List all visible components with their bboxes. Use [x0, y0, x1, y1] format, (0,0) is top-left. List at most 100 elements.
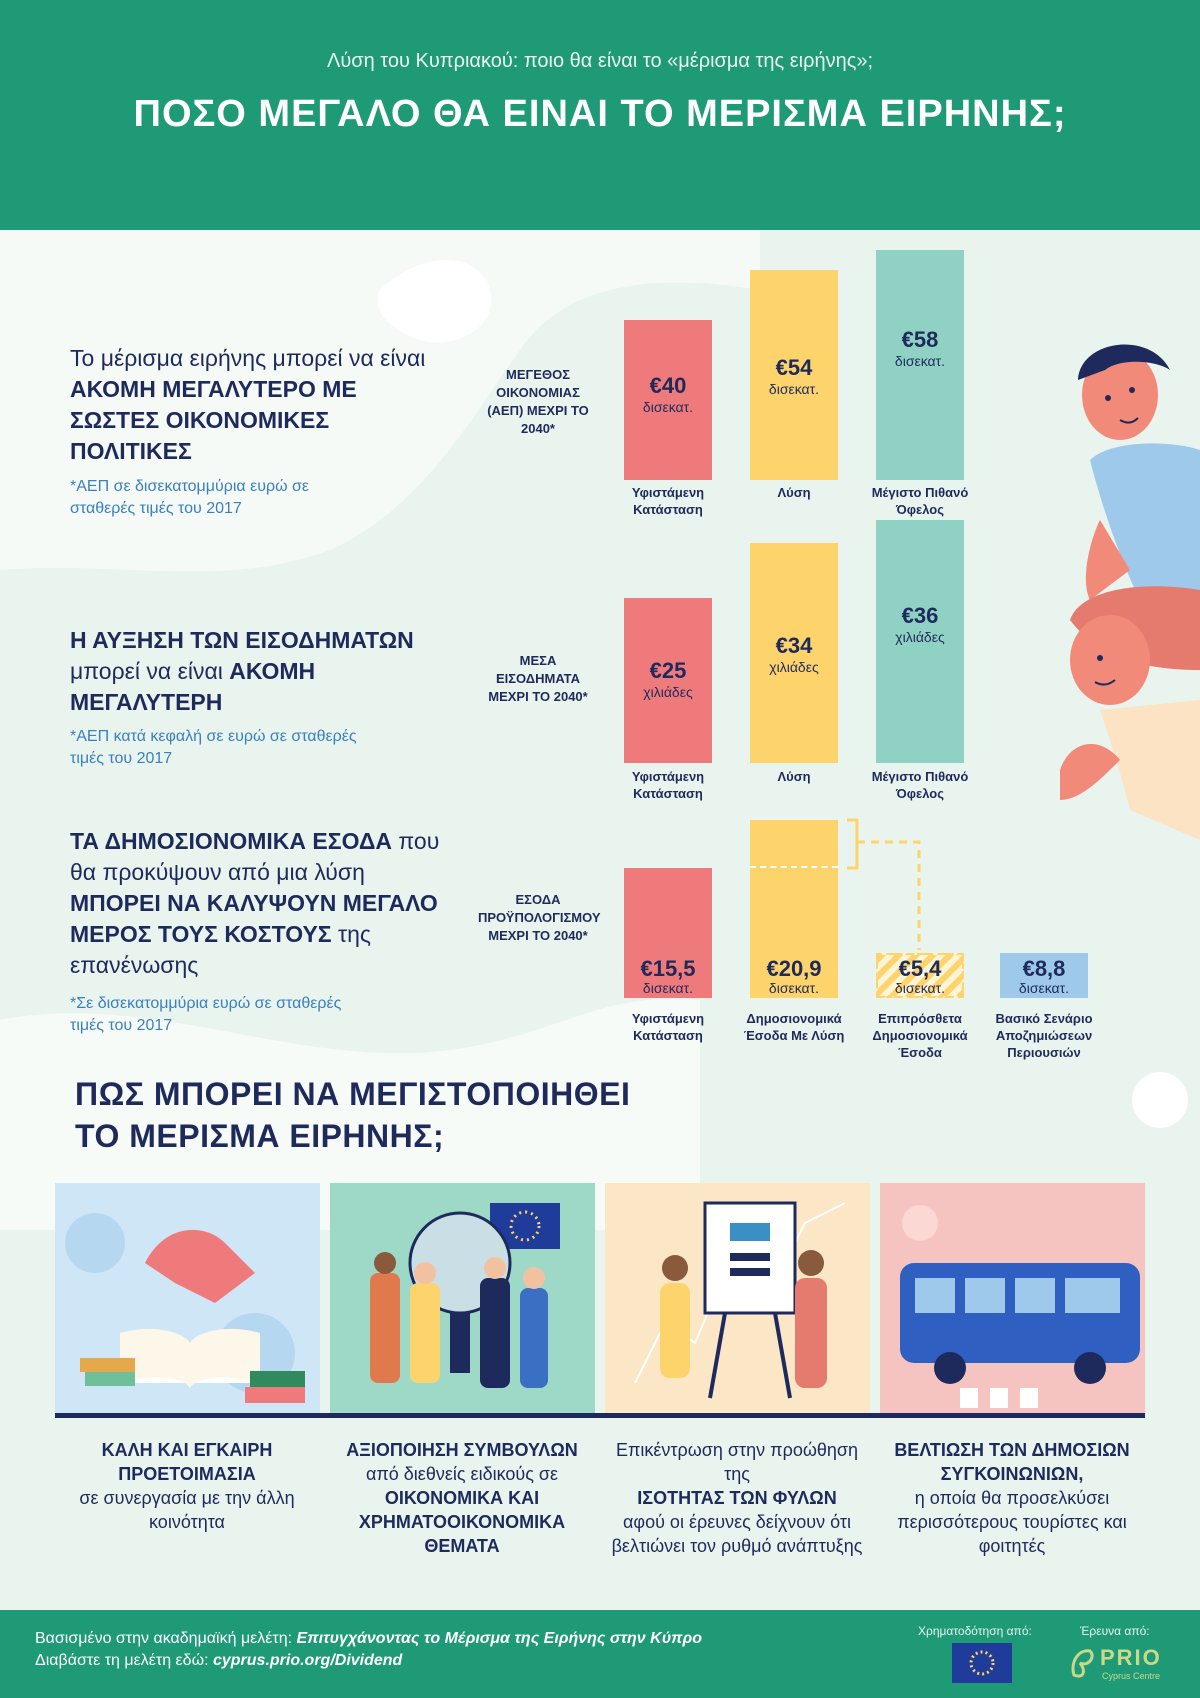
presentation-board-icon [634, 1201, 846, 1399]
section1-bar-solution-unit: δισεκατ. [768, 381, 820, 397]
how-item-preparation-text: σε συνεργασία με την άλλη κοινότητα [79, 1488, 295, 1532]
section2-bar-solution-caption: Λύση [777, 769, 811, 784]
eu-flag-logo [952, 1643, 1012, 1683]
section2-text-bold1: Η ΑΥΞΗΣΗ ΤΩΝ ΕΙΣΟΔΗΜΑΤΩΝ [70, 627, 414, 653]
how-item-gender-text2: αφού οι έρευνες δείχνουν ότι βελτιώνει τ… [611, 1512, 863, 1556]
section3-bar-current-unit: δισεκατ. [642, 980, 694, 996]
people-illustration [1060, 344, 1200, 840]
section1-text-pre: Το μέρισμα ειρήνης μπορεί να είναι [70, 345, 426, 371]
how-item-transport-bold: ΒΕΛΤΙΩΣΗ ΤΩΝ ΔΗΜΟΣΙΩΝ ΣΥΓΚΟΙΝΩΝΙΩΝ, [894, 1440, 1130, 1484]
section2-bar-solution-value: €34 [775, 633, 813, 658]
bus-icon [900, 1205, 1140, 1408]
section1-bar-solution-caption: Λύση [777, 485, 811, 500]
how-item-preparation: ΚΑΛΗ ΚΑΙ ΕΓΚΑΙΡΗ ΠΡΟΕΤΟΙΜΑΣΙΑ σε συνεργα… [57, 1438, 317, 1534]
prio-logo-text: PRIO [1100, 1645, 1162, 1670]
section3-text-bold2: ΜΠΟΡΕΙ ΝΑ ΚΑΛΥΨΟΥΝ ΜΕΓΑΛΟ ΜΕΡΟΣ ΤΟΥΣ ΚΟΣ… [70, 890, 438, 947]
section3-text: ΤΑ ΔΗΜΟΣΙΟΝΟΜΙΚΑ ΕΣΟΔΑ που θα προκύψουν … [70, 826, 455, 981]
panels-baseline [55, 1413, 1145, 1418]
section3-bar-solution-value: €20,9 [766, 956, 822, 981]
section1-bar-solution-value: €54 [775, 355, 813, 380]
footer-read-label: Διαβάστε τη μελέτη εδώ: [35, 1652, 209, 1669]
footer-based-on: Βασισμένο στην ακαδημαϊκή μελέτη: Επιτυγ… [35, 1630, 702, 1648]
section3-bar-compensation-unit: δισεκατ. [1018, 980, 1070, 996]
footer-study-title[interactable]: Επιτυγχάνοντας το Μέρισμα της Ειρήνης στ… [296, 1630, 703, 1647]
how-item-preparation-bold: ΚΑΛΗ ΚΑΙ ΕΓΚΑΙΡΗ ΠΡΟΕΤΟΙΜΑΣΙΑ [101, 1440, 273, 1484]
section1-bar-current-value: €40 [649, 373, 687, 398]
prio-logo-sub: Cyprus Centre [1102, 1671, 1161, 1681]
footer-based-on-label: Βασισμένο στην ακαδημαϊκή μελέτη: [35, 1630, 293, 1647]
how-item-gender: Επικέντρωση στην προώθηση της ΙΣΟΤΗΤΑΣ Τ… [607, 1438, 867, 1558]
section3-text-bold1: ΤΑ ΔΗΜΟΣΙΟΝΟΜΙΚΑ ΕΣΟΔΑ [70, 828, 392, 854]
section1-bar-current [624, 320, 712, 480]
section2-bar-max [876, 520, 964, 763]
section2-bar-max-caption: Μέγιστο Πιθανό Όφελος [871, 769, 969, 801]
section2-bar-max-value: €36 [901, 603, 939, 628]
section1-bar-max-value: €58 [901, 327, 939, 352]
section2-bar-solution-unit: χιλιάδες [769, 659, 819, 675]
section3-bar-additional [876, 953, 964, 998]
section3-bar-compensation-value: €8,8 [1022, 956, 1066, 981]
section1-bar-max-caption: Μέγιστο Πιθανό Όφελος [871, 485, 969, 517]
section2-bar-current [624, 598, 712, 763]
section3-text-mid: που θα προκύψουν από μια λύση [70, 828, 440, 885]
section2-row-label: ΜΕΣΑ ΕΙΣΟΔΗΜΑΤΑ ΜΕΧΡΙ ΤΟ 2040* [488, 653, 588, 704]
section3-bar-solution-unit: δισεκατ. [768, 980, 820, 996]
panel-advisors [330, 1183, 595, 1413]
panel-transport [880, 1183, 1145, 1413]
panel-preparation [55, 1183, 320, 1413]
section2-bar-solution [750, 543, 838, 763]
section1-bar-current-unit: δισεκατ. [642, 399, 694, 415]
section3-bar-compensation [1000, 953, 1088, 998]
header-banner [0, 0, 1200, 230]
section3-connector [847, 818, 921, 950]
section3-note: *Σε δισεκατομμύρια ευρώ σε σταθερές τιμέ… [70, 995, 342, 1034]
section1-text: Το μέρισμα ειρήνης μπορεί να είναι ΑΚΟΜΗ… [70, 343, 450, 467]
how-item-gender-text: Επικέντρωση στην προώθηση της [615, 1440, 859, 1484]
section2-text-bold2: ΑΚΟΜΗ ΜΕΓΑΛΥΤΕΡΗ [70, 658, 316, 715]
section1-text-bold: ΑΚΟΜΗ ΜΕΓΑΛΥΤΕΡΟ ΜΕ ΣΩΣΤΕΣ ΟΙΚΟΝΟΜΙΚΕΣ Π… [70, 376, 357, 464]
section2-bar-current-unit: χιλιάδες [643, 684, 693, 700]
section3-bar-solution-caption: Δημοσιονομικά Έσοδα Με Λύση [743, 1011, 845, 1043]
page-subtitle: Λύση του Κυπριακού: ποιο θα είναι το «μέ… [326, 50, 874, 72]
footer-funded-by: Χρηματοδότηση από: [918, 1624, 1032, 1638]
section1-bar-solution [750, 270, 838, 480]
prio-logo-mark [1068, 1643, 1098, 1683]
how-item-gender-bold: ΙΣΟΤΗΤΑΣ ΤΩΝ ΦΥΛΩΝ [637, 1488, 837, 1508]
section3-text-post: της επανένωσης [70, 921, 371, 978]
handshake-book-icon [65, 1213, 305, 1403]
section2-bar-current-value: €25 [649, 658, 687, 683]
section2-bar-current-caption: Υφιστάμενη Κατάσταση [631, 769, 705, 801]
section3-bar-current-value: €15,5 [640, 956, 696, 981]
advisors-globe-icon [370, 1203, 560, 1388]
section1-bar-current-caption: Υφιστάμενη Κατάσταση [631, 485, 705, 517]
how-item-advisors-text: από διεθνείς ειδικούς σε [365, 1464, 559, 1484]
footer-research-by: Έρευνα από: [1080, 1624, 1150, 1638]
section3-bar-additional-caption: Επιπρόσθετα Δημοσιονομικά Έσοδα [872, 1011, 968, 1060]
section1-row-label: ΜΕΓΕΘΟΣ ΟΙΚΟΝΟΜΙΑΣ (ΑΕΠ) ΜΕΧΡΙ ΤΟ 2040* [487, 367, 589, 436]
section2-note: *ΑΕΠ κατά κεφαλή σε ευρώ σε σταθερές τιμ… [70, 728, 357, 767]
section3-bar-solution-divider [750, 866, 838, 868]
footer-read: Διαβάστε τη μελέτη εδώ: cyprus.prio.org/… [35, 1652, 402, 1670]
how-item-transport: ΒΕΛΤΙΩΣΗ ΤΩΝ ΔΗΜΟΣΙΩΝ ΣΥΓΚΟΙΝΩΝΙΩΝ, η οπ… [882, 1438, 1142, 1558]
how-item-advisors: ΑΞΙΟΠΟΙΗΣΗ ΣΥΜΒΟΥΛΩΝ από διεθνείς ειδικο… [332, 1438, 592, 1558]
section3-bar-current-caption: Υφιστάμενη Κατάσταση [631, 1011, 705, 1043]
how-title-line1: ΠΩΣ ΜΠΟΡΕΙ ΝΑ ΜΕΓΙΣΤΟΠΟΙΗΘΕΙ [75, 1076, 631, 1112]
how-title: ΠΩΣ ΜΠΟΡΕΙ ΝΑ ΜΕΓΙΣΤΟΠΟΙΗΘΕΙ ΤΟ ΜΕΡΙΣΜΑ … [75, 1073, 630, 1157]
section3-bar-solution [750, 820, 838, 998]
section2-bar-max-unit: χιλιάδες [895, 629, 945, 645]
how-title-line2: ΤΟ ΜΕΡΙΣΜΑ ΕΙΡΗΝΗΣ; [75, 1118, 445, 1154]
section1-bar-max-unit: δισεκατ. [894, 353, 946, 369]
section3-bar-current [624, 868, 712, 998]
section2-text: Η ΑΥΞΗΣΗ ΤΩΝ ΕΙΣΟΔΗΜΑΤΩΝ μπορεί να είναι… [70, 625, 450, 718]
section3-bar-additional-unit: δισεκατ. [894, 980, 946, 996]
how-item-transport-text: η οποία θα προσελκύσει περισσότερους του… [897, 1488, 1127, 1556]
section2-text-mid: μπορεί να είναι [70, 658, 230, 684]
footer-study-link[interactable]: cyprus.prio.org/Dividend [212, 1652, 403, 1669]
section3-row-label: ΕΣΟΔΑ ΠΡΟΫΠΟΛΟΓΙΣΜΟΥ ΜΕΧΡΙ ΤΟ 2040* [478, 892, 601, 943]
section1-bar-max [876, 250, 964, 480]
section3-bar-additional-value: €5,4 [898, 956, 942, 981]
how-item-advisors-bold: ΑΞΙΟΠΟΙΗΣΗ ΣΥΜΒΟΥΛΩΝ [346, 1440, 578, 1460]
page-title: ΠΟΣΟ ΜΕΓΑΛΟ ΘΑ ΕΙΝΑΙ ΤΟ ΜΕΡΙΣΜΑ ΕΙΡΗΝΗΣ; [133, 93, 1067, 135]
how-item-advisors-bold2: ΟΙΚΟΝΟΜΙΚΑ ΚΑΙ ΧΡΗΜΑΤΟΟΙΚΟΝΟΜΙΚΑ ΘΕΜΑΤΑ [358, 1488, 566, 1556]
background-blobs [0, 230, 1188, 1230]
